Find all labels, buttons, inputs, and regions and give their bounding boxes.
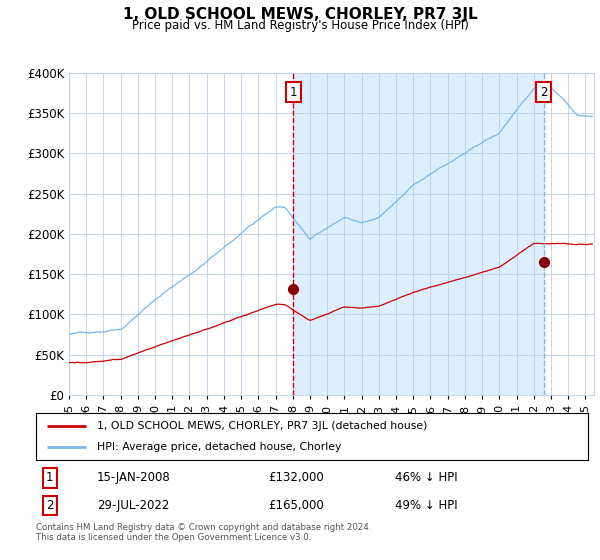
- Text: Price paid vs. HM Land Registry's House Price Index (HPI): Price paid vs. HM Land Registry's House …: [131, 19, 469, 32]
- Text: 1, OLD SCHOOL MEWS, CHORLEY, PR7 3JL: 1, OLD SCHOOL MEWS, CHORLEY, PR7 3JL: [122, 7, 478, 22]
- Text: 1: 1: [46, 472, 53, 484]
- Text: 49% ↓ HPI: 49% ↓ HPI: [395, 499, 457, 512]
- Text: 29-JUL-2022: 29-JUL-2022: [97, 499, 169, 512]
- Text: Contains HM Land Registry data © Crown copyright and database right 2024.
This d: Contains HM Land Registry data © Crown c…: [36, 523, 371, 543]
- Text: £132,000: £132,000: [268, 472, 323, 484]
- Text: 1, OLD SCHOOL MEWS, CHORLEY, PR7 3JL (detached house): 1, OLD SCHOOL MEWS, CHORLEY, PR7 3JL (de…: [97, 421, 427, 431]
- Text: 2: 2: [46, 499, 53, 512]
- Text: 15-JAN-2008: 15-JAN-2008: [97, 472, 170, 484]
- Text: 46% ↓ HPI: 46% ↓ HPI: [395, 472, 457, 484]
- Bar: [293, 73, 544, 395]
- Text: HPI: Average price, detached house, Chorley: HPI: Average price, detached house, Chor…: [97, 442, 341, 452]
- Text: 2: 2: [540, 86, 547, 99]
- Text: 1: 1: [290, 86, 297, 99]
- Text: £165,000: £165,000: [268, 499, 323, 512]
